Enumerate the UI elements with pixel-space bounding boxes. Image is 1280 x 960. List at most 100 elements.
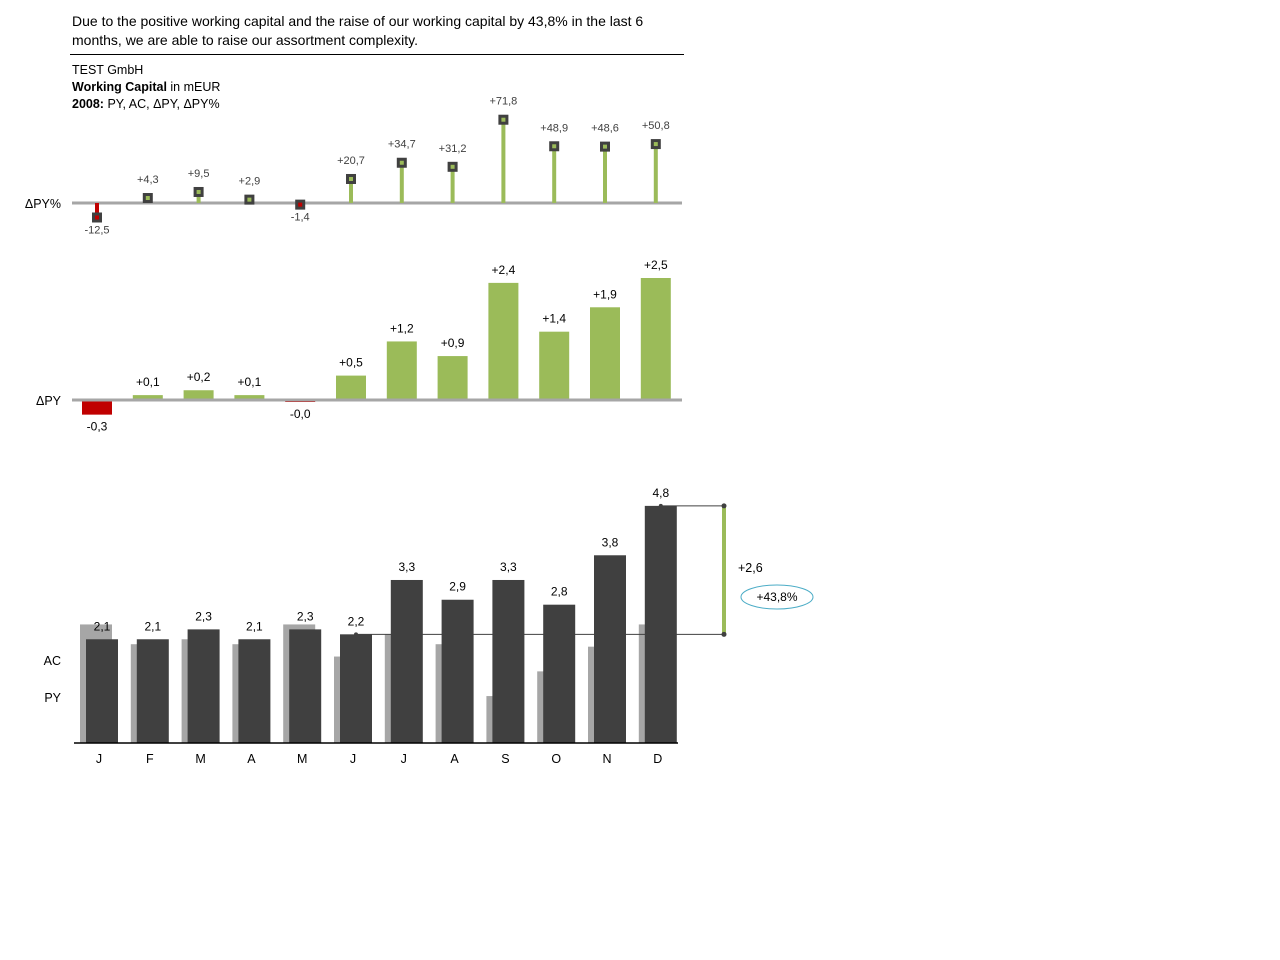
delta-py-percent-label: +20,7 <box>337 155 365 167</box>
month-label: M <box>195 752 205 766</box>
ac-value-label: 2,9 <box>449 580 466 594</box>
ac-value-label: 2,1 <box>94 619 111 633</box>
ac-bar <box>441 599 474 743</box>
delta-py-bar <box>336 375 366 400</box>
ac-value-label: 4,8 <box>652 486 669 500</box>
delta-py-percent-pin-core <box>95 215 99 220</box>
delta-py-percent-label: +31,2 <box>439 143 467 155</box>
ac-bar <box>340 634 372 743</box>
month-label: O <box>551 752 561 766</box>
month-label: S <box>501 752 509 766</box>
delta-py-percent-row-label: ΔPY% <box>25 197 61 211</box>
month-label: J <box>401 752 407 766</box>
delta-py-percent-label: -1,4 <box>291 212 310 224</box>
delta-py-percent-pin-core <box>349 176 353 181</box>
delta-py-label: +0,9 <box>441 336 465 350</box>
month-label: N <box>602 752 611 766</box>
ac-value-label: 3,3 <box>398 560 415 574</box>
month-label: A <box>450 752 459 766</box>
delta-py-percent-label: +2,9 <box>239 176 261 188</box>
delta-py-percent-pin-core <box>653 142 658 147</box>
delta-py-label: +1,4 <box>542 312 566 326</box>
delta-py-percent-pin-core <box>450 164 455 169</box>
delta-py-percent-pin-core <box>501 117 506 122</box>
difference-bar-end <box>721 631 727 637</box>
month-label: J <box>350 752 356 766</box>
delta-py-percent-pin-core <box>196 189 201 194</box>
month-label: F <box>146 752 154 766</box>
ac-bar <box>492 579 525 743</box>
difference-value-label: +2,6 <box>738 561 763 575</box>
ac-bar <box>238 639 271 743</box>
ac-bar <box>543 604 576 743</box>
delta-py-percent-label: +48,9 <box>540 122 568 134</box>
delta-py-percent-label: +71,8 <box>489 96 517 108</box>
ac-value-label: 2,8 <box>551 585 568 599</box>
delta-py-label: +0,5 <box>339 356 363 370</box>
month-label: A <box>247 752 256 766</box>
percent-ellipse <box>740 584 814 610</box>
ac-value-label: 3,8 <box>602 535 619 549</box>
scenario-list: PY, AC, ΔPY, ΔPY% <box>103 97 220 111</box>
delta-py-label: -0,0 <box>290 407 311 421</box>
month-label: D <box>653 752 662 766</box>
ac-bar <box>390 579 423 743</box>
headline: Due to the positive working capital and … <box>72 13 644 48</box>
delta-py-row-label: ΔPY <box>36 394 62 408</box>
delta-py-label: +0,1 <box>136 375 160 389</box>
delta-py-percent-pin-core <box>552 144 557 149</box>
delta-py-bar <box>437 356 468 400</box>
delta-py-percent-label: -12,5 <box>84 225 109 237</box>
delta-py-label: -0,3 <box>87 420 108 434</box>
delta-py-percent-pin-core <box>603 144 607 149</box>
measure-name: Working Capital <box>72 80 167 94</box>
ac-value-label: 2,2 <box>348 614 365 628</box>
delta-py-bar <box>539 331 570 400</box>
delta-py-percent-pin-core <box>298 202 303 207</box>
delta-py-label: +1,2 <box>390 321 414 335</box>
ac-bar <box>187 629 220 743</box>
scenario-line: 2008: PY, AC, ΔPY, ΔPY% <box>72 96 220 113</box>
delta-py-bar <box>488 282 519 400</box>
delta-py-bar <box>82 400 112 415</box>
month-label: M <box>297 752 307 766</box>
ac-bar <box>136 639 169 743</box>
delta-py-percent-label: +4,3 <box>137 174 159 186</box>
reference-dot <box>354 632 358 637</box>
headline-rule <box>70 54 684 55</box>
ac-bar <box>289 629 322 743</box>
ac-value-label: 3,3 <box>500 560 517 574</box>
ac-legend-label: AC <box>44 654 61 668</box>
ac-bar <box>644 505 677 743</box>
ac-bar <box>594 555 626 743</box>
difference-bar-end <box>721 503 727 509</box>
delta-py-percent-label: +9,5 <box>188 168 210 180</box>
chart-meta: TEST GmbH Working Capital in mEUR 2008: … <box>72 62 220 113</box>
delta-py-percent-label: +34,7 <box>388 139 416 151</box>
month-label: J <box>96 752 102 766</box>
delta-py-percent-pin-core <box>399 160 404 165</box>
delta-py-bar <box>234 395 265 400</box>
delta-py-percent-label: +50,8 <box>642 120 670 132</box>
ac-value-label: 2,3 <box>195 609 212 623</box>
delta-py-bar <box>132 395 163 400</box>
delta-py-label: +0,2 <box>187 370 211 384</box>
measure-line: Working Capital in mEUR <box>72 79 220 96</box>
ac-value-label: 2,3 <box>297 609 314 623</box>
delta-py-percent-pin-core <box>145 196 150 201</box>
measure-unit: in mEUR <box>166 80 221 94</box>
ac-value-label: 2,1 <box>246 619 263 633</box>
py-legend-label: PY <box>44 691 61 705</box>
scenario-year: 2008: <box>72 97 104 111</box>
delta-py-bar <box>590 307 620 400</box>
delta-py-label: +2,4 <box>492 263 516 277</box>
company-name: TEST GmbH <box>72 63 144 77</box>
difference-percent-label: +43,8% <box>756 590 797 604</box>
ac-bar <box>86 639 118 743</box>
delta-py-label: +0,1 <box>238 375 262 389</box>
reference-dot <box>658 503 663 508</box>
delta-py-percent-label: +48,6 <box>591 123 619 135</box>
delta-py-percent-pin-core <box>247 197 252 202</box>
delta-py-label: +2,5 <box>644 258 668 272</box>
